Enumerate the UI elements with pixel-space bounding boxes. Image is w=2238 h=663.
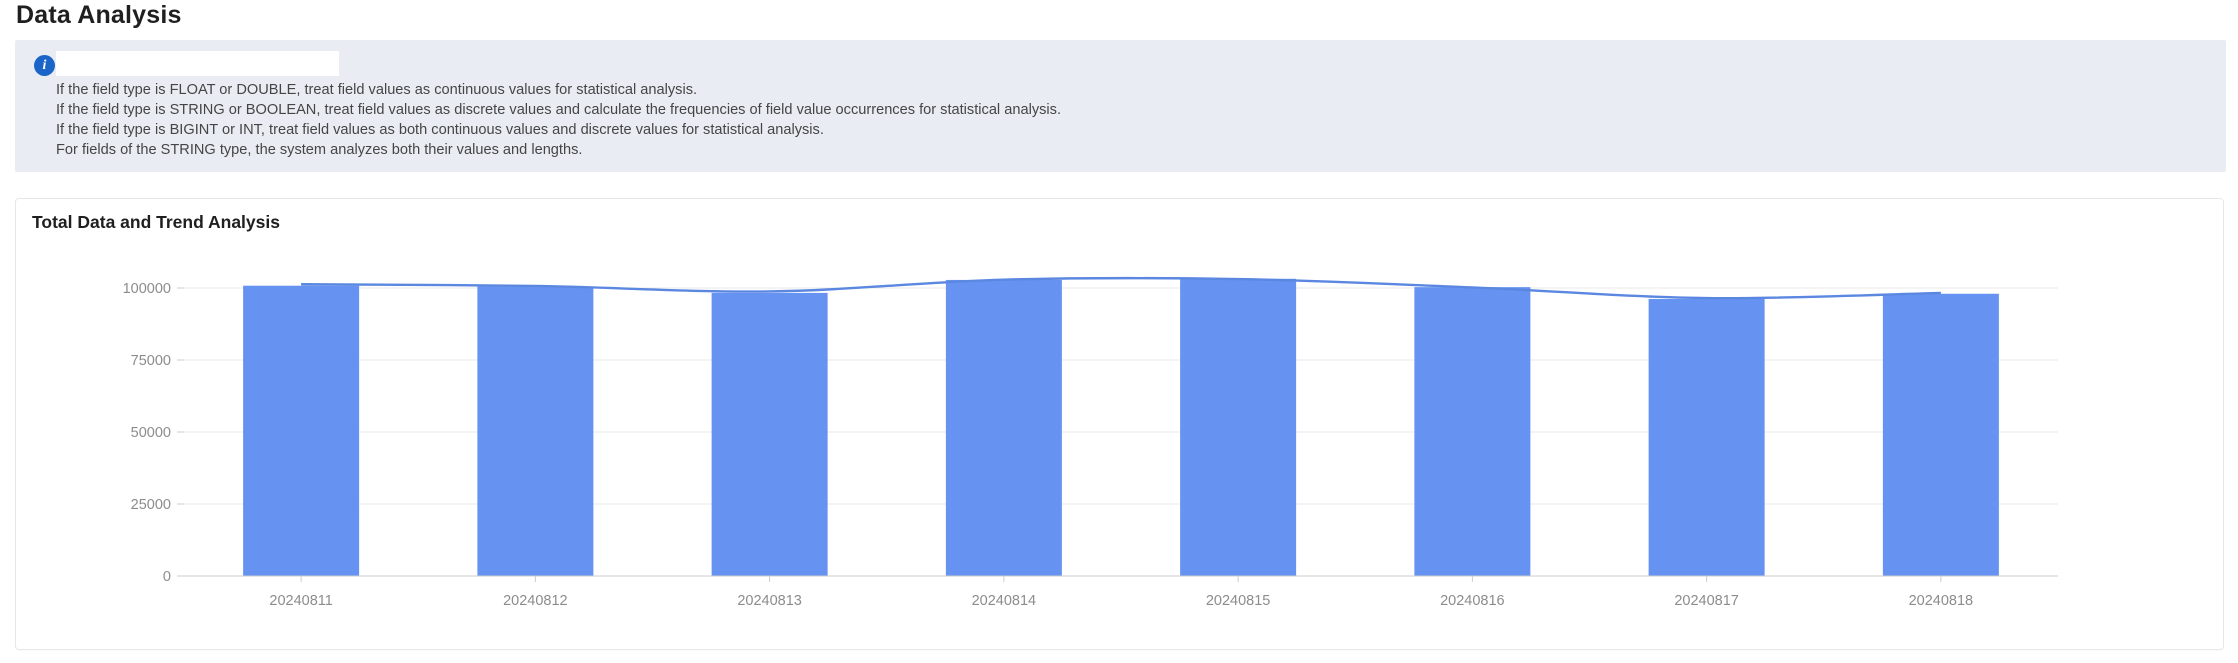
- y-tick-label: 75000: [131, 353, 171, 369]
- bar-20240814[interactable]: [945, 279, 1062, 576]
- x-tick-label: 20240815: [1206, 593, 1271, 609]
- notice-lines: If the field type is FLOAT or DOUBLE, tr…: [56, 80, 2196, 160]
- page-title: Data Analysis: [16, 1, 182, 29]
- x-tick-label: 20240818: [1909, 593, 1974, 609]
- y-tick-label: 25000: [131, 497, 171, 513]
- bar-20240816[interactable]: [1414, 287, 1531, 576]
- bar-20240811[interactable]: [243, 285, 360, 576]
- notice-line: If the field type is BIGINT or INT, trea…: [56, 122, 824, 138]
- redacted-text-block: [56, 51, 339, 76]
- notice-banner: i If the field type is FLOAT or DOUBLE, …: [15, 40, 2226, 172]
- x-tick-label: 20240813: [737, 593, 802, 609]
- bar-20240818[interactable]: [1882, 293, 1999, 576]
- bar-20240813[interactable]: [711, 292, 828, 576]
- chart-title: Total Data and Trend Analysis: [32, 212, 280, 232]
- y-tick-label: 100000: [123, 281, 171, 297]
- notice-line: For fields of the STRING type, the syste…: [56, 142, 583, 158]
- y-tick-label: 50000: [131, 425, 171, 441]
- total-data-trend-chart[interactable]: 0 25000 50000 75000 100000 20240811 20240812 20…: [16, 199, 2223, 649]
- bar-20240812[interactable]: [477, 286, 594, 576]
- trend-line: [301, 276, 1941, 300]
- x-tick-label: 20240817: [1674, 593, 1739, 609]
- x-tick-label: 20240814: [972, 593, 1037, 609]
- bar-20240815[interactable]: [1180, 278, 1297, 576]
- notice-line: If the field type is FLOAT or DOUBLE, tr…: [56, 82, 698, 98]
- x-tick-label: 20240811: [269, 593, 332, 609]
- bar-20240817[interactable]: [1648, 298, 1765, 576]
- info-icon: i: [34, 55, 55, 76]
- y-tick-label: 0: [163, 569, 171, 585]
- x-tick-label: 20240816: [1440, 593, 1505, 609]
- chart-card: Total Data and Trend Analysis 0 25000 5000…: [15, 198, 2224, 650]
- notice-line: If the field type is STRING or BOOLEAN, …: [56, 102, 1062, 118]
- x-tick-label: 20240812: [503, 593, 568, 609]
